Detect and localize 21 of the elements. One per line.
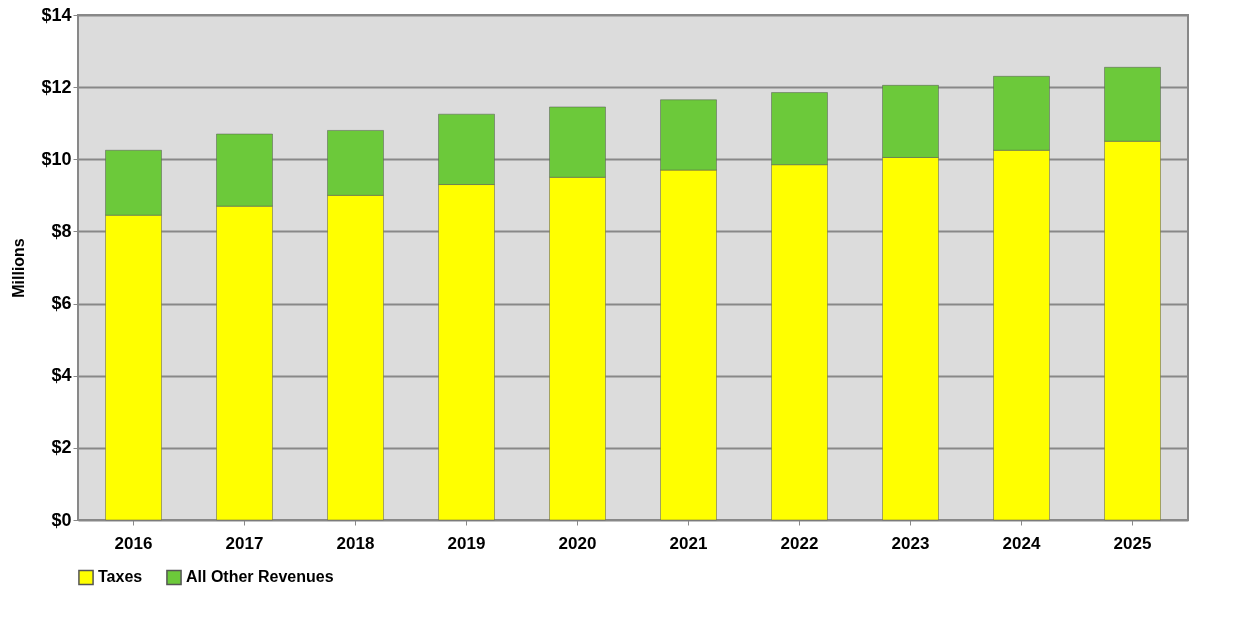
x-tick-label: 2021 — [669, 533, 708, 553]
x-tick-label: 2018 — [336, 533, 375, 553]
legend-label: Taxes — [98, 568, 143, 586]
x-tick-label: 2023 — [891, 533, 930, 553]
x-tick-label: 2024 — [1002, 533, 1041, 553]
x-tick-label: 2016 — [114, 533, 153, 553]
y-tick-label: $14 — [41, 4, 72, 25]
y-axis-title: Millions — [10, 238, 28, 298]
x-tick-label: 2019 — [447, 533, 486, 553]
y-tick-label: $8 — [51, 220, 72, 241]
x-tick-label: 2020 — [558, 533, 597, 553]
y-tick-label: $12 — [41, 76, 72, 97]
x-tick-label: 2017 — [225, 533, 264, 553]
x-tick-label: 2025 — [1113, 533, 1152, 553]
y-tick-label: $4 — [51, 365, 72, 386]
y-tick-label: $6 — [51, 293, 72, 314]
x-tick-label: 2022 — [780, 533, 819, 553]
y-tick-label: $10 — [41, 148, 72, 169]
legend-label: All Other Revenues — [186, 568, 334, 586]
y-tick-label: $0 — [51, 509, 72, 530]
y-tick-label: $2 — [51, 437, 72, 458]
